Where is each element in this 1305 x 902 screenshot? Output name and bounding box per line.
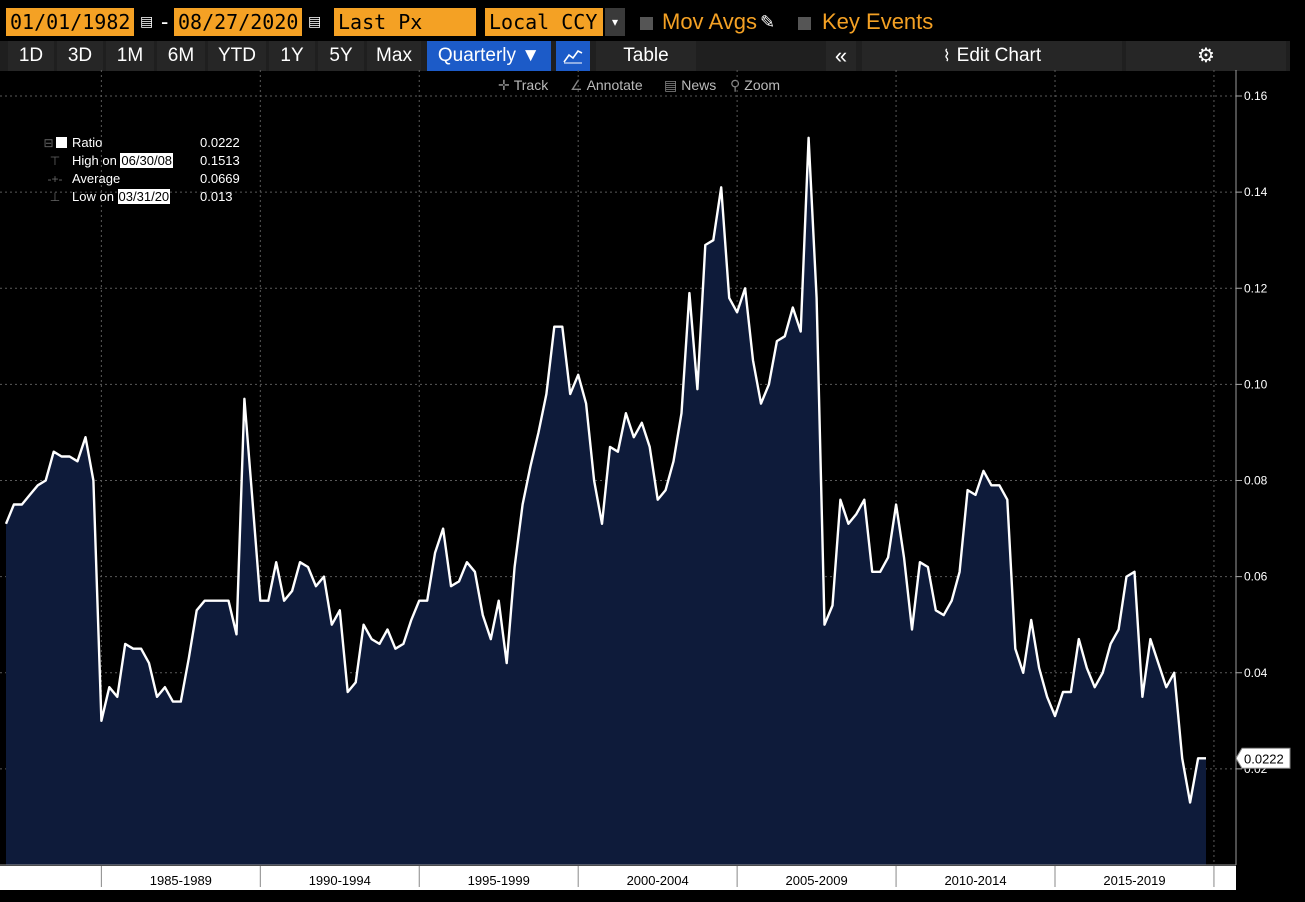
x-tick-label: 2010-2014: [944, 873, 1006, 888]
frequency-dropdown[interactable]: Quarterly ▼: [427, 41, 551, 71]
x-tick-label: 2000-2004: [627, 873, 689, 888]
edit-chart-icon: ⌇: [942, 48, 951, 65]
last-value-box: [1235, 747, 1291, 769]
legend-low-label: Low on 03/31/20: [72, 189, 171, 204]
series-line: [4, 136, 1206, 804]
x-tick-label: 2005-2009: [786, 873, 848, 888]
x-tick-label: 1985-1989: [150, 873, 212, 888]
y-tick-label: 0.08: [1244, 474, 1268, 488]
legend-ratio-value: 0.0222: [200, 135, 240, 150]
annotate-tool[interactable]: ∠ Annotate: [570, 77, 643, 93]
edit-chart-label: Edit Chart: [956, 45, 1042, 66]
period-6m-button[interactable]: 6M: [157, 41, 205, 71]
low-marker-icon: ⊥: [49, 190, 61, 204]
x-axis-band: [0, 866, 1236, 890]
legend-ratio-row[interactable]: ⊟ Ratio 0.0222: [42, 134, 250, 152]
date-separator: -: [161, 9, 169, 34]
period-1m-button[interactable]: 1M: [106, 41, 154, 71]
period-max-button[interactable]: Max: [367, 41, 421, 71]
y-tick-label: 0.16: [1244, 89, 1268, 103]
pencil-icon[interactable]: ✎: [760, 12, 776, 32]
series-area: [6, 137, 1206, 866]
zoom-icon: ⚲: [730, 77, 741, 93]
crosshair-icon: ✛: [498, 77, 510, 93]
edit-chart-button[interactable]: ⌇ Edit Chart: [862, 41, 1122, 71]
legend-swatch-icon: ⊟: [42, 134, 68, 152]
news-icon: ▤: [664, 77, 678, 93]
y-tick-label: 0.06: [1244, 570, 1268, 584]
legend-average-row: -+- Average 0.0669: [42, 170, 250, 188]
legend-high-value: 0.1513: [200, 153, 240, 168]
zoom-tool[interactable]: ⚲ Zoom: [730, 77, 781, 93]
x-tick-label: 1990-1994: [309, 873, 371, 888]
x-tick-label: 2015-2019: [1103, 873, 1165, 888]
legend-average-label: Average: [72, 171, 121, 186]
legend-low-row: ⊥ Low on 03/31/20 0.013: [42, 188, 250, 206]
settings-gear-icon[interactable]: ⚙: [1126, 41, 1286, 71]
currency-dropdown-icon[interactable]: ▾: [605, 8, 625, 36]
legend-ratio-label: Ratio: [72, 135, 103, 150]
legend-average-value: 0.0669: [200, 171, 240, 186]
y-tick-label: 0.10: [1244, 377, 1268, 391]
top-toolbar: 01/01/1982 ▤ - 08/27/2020 ▤ Last Px Loca…: [0, 6, 1305, 38]
period-1d-button[interactable]: 1D: [8, 41, 54, 71]
collapse-icon[interactable]: «: [826, 41, 856, 71]
currency-select[interactable]: Local CCY: [485, 8, 603, 36]
track-tool[interactable]: ✛ Track: [498, 77, 549, 93]
key-events-label[interactable]: Key Events: [822, 9, 934, 34]
average-marker-icon: -+-: [47, 172, 63, 186]
mov-avgs-label[interactable]: Mov Avgs: [662, 9, 757, 34]
period-3d-button[interactable]: 3D: [57, 41, 103, 71]
high-marker-icon: ⊤: [49, 154, 61, 168]
end-date-field[interactable]: 08/27/2020: [174, 8, 302, 36]
x-tick-label: 1995-1999: [468, 873, 530, 888]
mov-avgs-checkbox[interactable]: [640, 17, 653, 30]
y-tick-label: 0.14: [1244, 185, 1268, 199]
chart-legend: ⊟ Ratio 0.0222 ⊤ High on 06/30/08 0.1513…: [42, 134, 250, 210]
price-field-select[interactable]: Last Px: [334, 8, 476, 36]
key-events-checkbox[interactable]: [798, 17, 811, 30]
news-tool[interactable]: ▤ News: [664, 77, 717, 93]
legend-high-label: High on 06/30/08: [72, 153, 174, 168]
period-toolbar: 1D 3D 1M 6M YTD 1Y 5Y Max Quarterly ▼ Ta…: [0, 41, 1290, 71]
line-chart-icon[interactable]: [556, 41, 590, 71]
y-tick-label: 0.04: [1244, 666, 1268, 680]
y-tick-label: 0.12: [1244, 281, 1268, 295]
table-button[interactable]: Table: [596, 41, 696, 71]
period-ytd-button[interactable]: YTD: [208, 41, 266, 71]
legend-low-value: 0.013: [200, 189, 233, 204]
start-date-field[interactable]: 01/01/1982: [6, 8, 134, 36]
ratio-area-chart[interactable]: 1985-1989 1990-1994 1995-1999 2000-2004 2005…: [0, 70, 1305, 890]
start-calendar-icon[interactable]: ▤: [140, 13, 154, 29]
last-value-text: 0.0222: [1244, 751, 1284, 766]
last-value-label: 0.0222: [1235, 747, 1291, 769]
legend-high-row: ⊤ High on 06/30/08 0.1513: [42, 152, 250, 170]
annotate-icon: ∠: [570, 77, 583, 93]
period-5y-button[interactable]: 5Y: [318, 41, 364, 71]
end-calendar-icon[interactable]: ▤: [308, 13, 322, 29]
period-1y-button[interactable]: 1Y: [269, 41, 315, 71]
